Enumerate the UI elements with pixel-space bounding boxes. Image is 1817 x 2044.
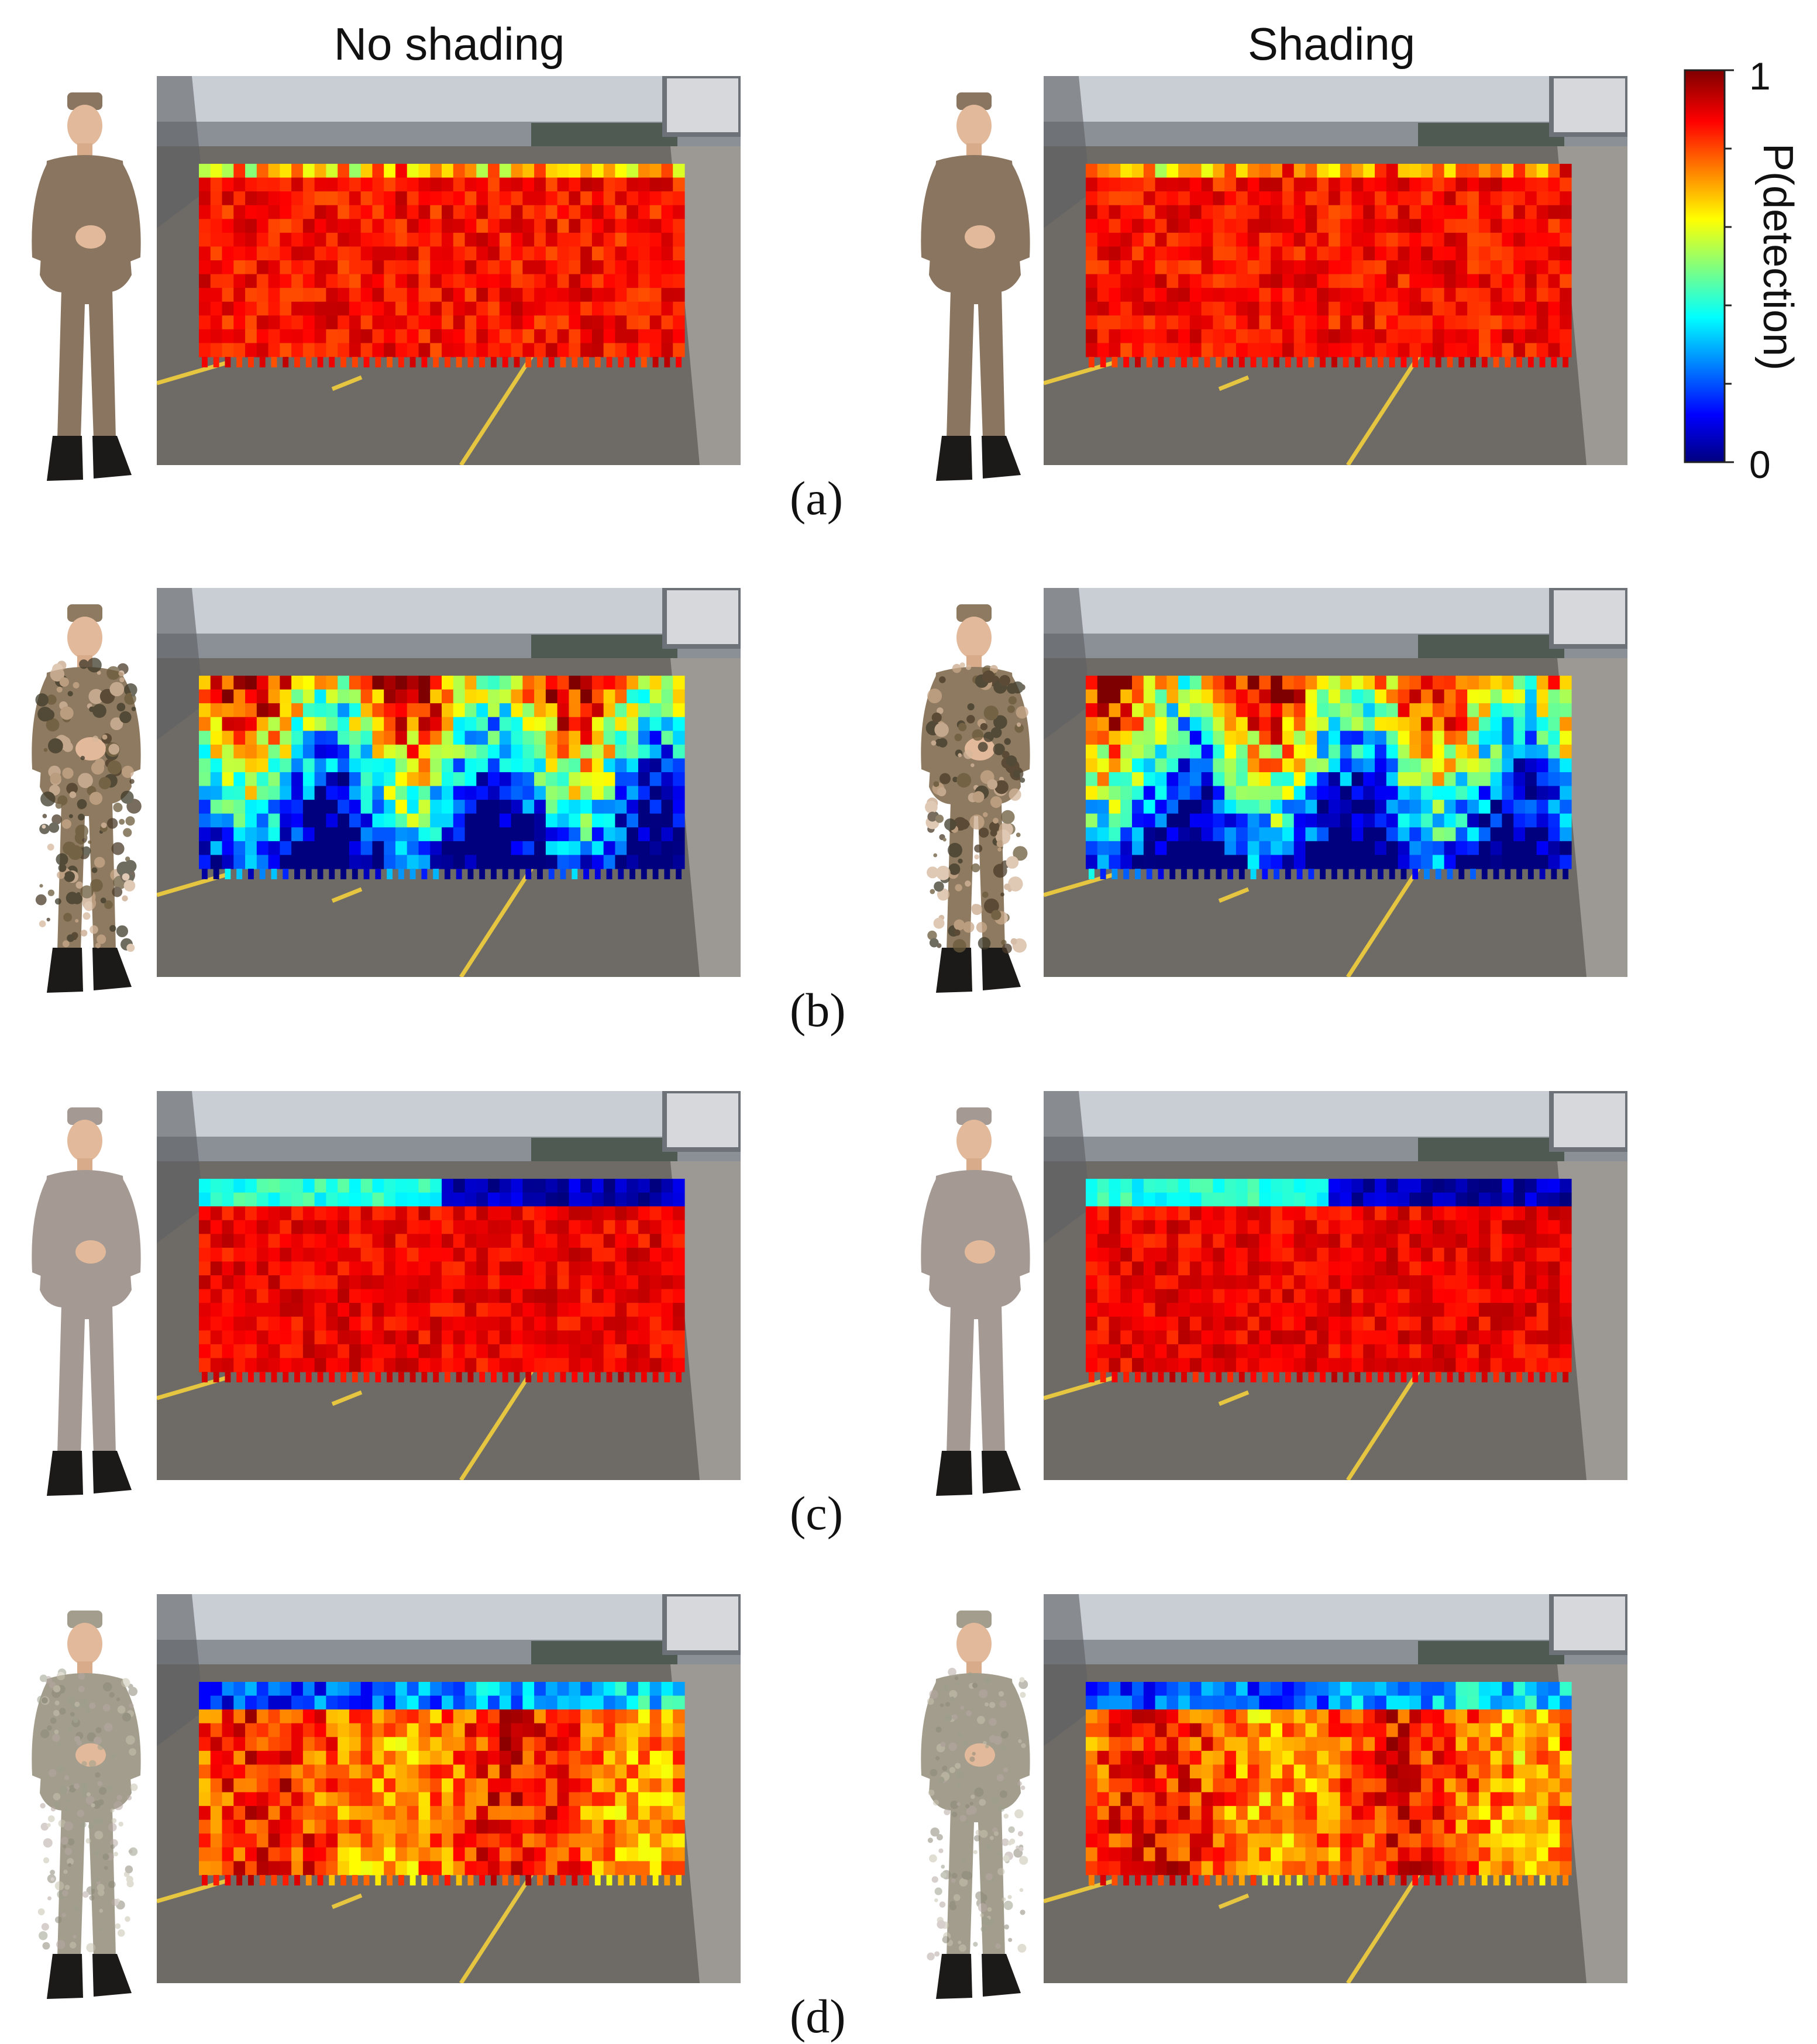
panel-label: (a) [790, 471, 843, 526]
column-header-shading: Shading [1039, 18, 1624, 71]
detection-map [1044, 1594, 1627, 1983]
colorbar: 1 0 P(detection) [1673, 59, 1813, 483]
soldier-figure [901, 82, 1041, 494]
soldier-figure [12, 1097, 152, 1509]
soldier-figure [901, 1600, 1041, 2012]
colorbar-max-label: 1 [1749, 54, 1771, 98]
soldier-figure [12, 594, 152, 1006]
detection-map [157, 76, 741, 465]
panel-label: (d) [790, 1989, 846, 2044]
soldier-figure [12, 82, 152, 494]
colorbar-min-label: 0 [1749, 442, 1771, 487]
soldier-figure [901, 594, 1041, 1006]
detection-map [1044, 1091, 1627, 1480]
panel-label: (b) [790, 983, 846, 1038]
detection-map [157, 588, 741, 977]
column-header-no-shading: No shading [157, 18, 742, 71]
detection-map [1044, 588, 1627, 977]
soldier-figure [901, 1097, 1041, 1509]
panel-label: (c) [790, 1486, 843, 1541]
detection-map [157, 1594, 741, 1983]
soldier-figure [12, 1600, 152, 2012]
detection-map [1044, 76, 1627, 465]
detection-map [157, 1091, 741, 1480]
colorbar-title: P(detection) [1754, 143, 1802, 370]
